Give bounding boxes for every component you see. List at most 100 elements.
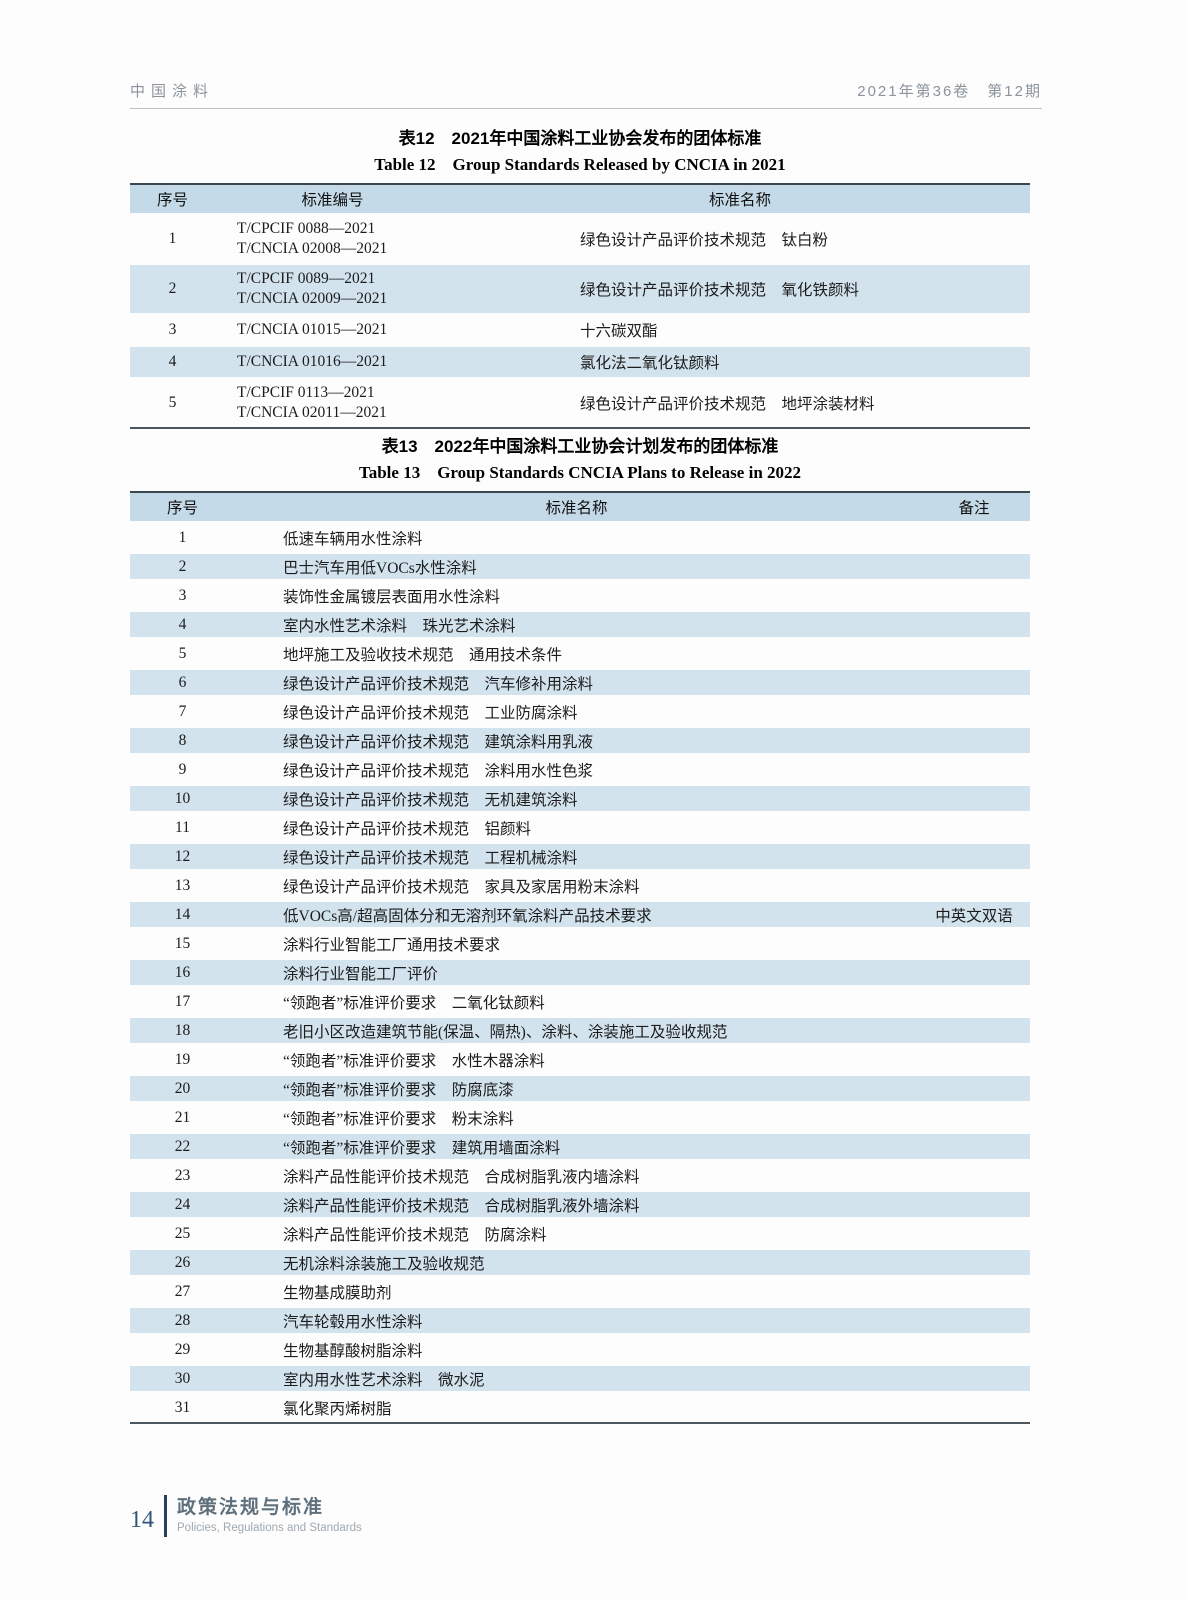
standard-name: 生物基醇酸树脂涂料 xyxy=(283,1342,423,1360)
standard-name: 室内用水性艺术涂料 微水泥 xyxy=(283,1371,485,1389)
table-row: 25 涂料产品性能评价技术规范 防腐涂料 xyxy=(130,1219,1030,1248)
table13-header-row: 序号 标准名称 备注 xyxy=(130,493,1030,521)
standard-name: 绿色设计产品评价技术规范 钛白粉 xyxy=(580,232,829,249)
standard-name: 汽车轮毂用水性涂料 xyxy=(283,1313,423,1331)
row-index: 24 xyxy=(174,1195,191,1213)
table12: 序号 标准编号 标准名称 1 T/CPCIF 0088—2021 T/CNCIA 0… xyxy=(130,183,1030,429)
table-row: 14 低VOCs高/超高固体分和无溶剂环氧涂料产品技术要求 中英文双语 xyxy=(130,900,1030,929)
row-index: 5 xyxy=(168,394,177,411)
row-index: 7 xyxy=(178,702,187,720)
column-header-code: 标准编号 xyxy=(301,192,364,209)
row-index: 6 xyxy=(178,673,187,691)
standard-name: 低VOCs高/超高固体分和无溶剂环氧涂料产品技术要求 xyxy=(283,907,652,925)
table-row: 21 “领跑者”标准评价要求 粉末涂料 xyxy=(130,1103,1030,1132)
table12-title-en: Table 12 Group Standards Released by CNC… xyxy=(374,155,786,174)
standard-name: “领跑者”标准评价要求 二氧化钛颜料 xyxy=(283,994,545,1012)
table-row: 13 绿色设计产品评价技术规范 家具及家居用粉末涂料 xyxy=(130,871,1030,900)
standard-name: 绿色设计产品评价技术规范 无机建筑涂料 xyxy=(283,791,578,809)
section-title-en: Policies, Regulations and Standards xyxy=(177,1522,362,1534)
table-row: 23 涂料产品性能评价技术规范 合成树脂乳液内墙涂料 xyxy=(130,1161,1030,1190)
table-row: 2 巴士汽车用低VOCs水性涂料 xyxy=(130,552,1030,581)
standard-name: 绿色设计产品评价技术规范 地坪涂装材料 xyxy=(580,396,875,413)
table12-body: 1 T/CPCIF 0088—2021 T/CNCIA 02008—2021 绿色设计… xyxy=(130,215,1030,427)
issue-info: 2021年第36卷 第12期 xyxy=(857,83,1042,100)
row-note: 中英文双语 xyxy=(935,907,1013,925)
standard-name: 涂料行业智能工厂通用技术要求 xyxy=(283,936,501,954)
row-index: 1 xyxy=(178,528,187,546)
row-index: 8 xyxy=(178,731,187,749)
row-index: 12 xyxy=(174,847,191,865)
row-index: 2 xyxy=(168,280,177,297)
table12-title: 表12 2021年中国涂料工业协会发布的团体标准 Table 12 Group … xyxy=(130,126,1030,178)
row-index: 22 xyxy=(174,1137,191,1155)
standard-name: 绿色设计产品评价技术规范 工业防腐涂料 xyxy=(283,704,578,722)
standard-name: 无机涂料涂装施工及验收规范 xyxy=(283,1255,485,1273)
standard-name: 地坪施工及验收技术规范 通用技术条件 xyxy=(283,646,563,664)
table13-body: 1 低速车辆用水性涂料 2 巴士汽车用低VOCs水性涂料 3 装饰性金属镀层表面用水性涂料… xyxy=(130,523,1030,1422)
table-row: 15 涂料行业智能工厂通用技术要求 xyxy=(130,929,1030,958)
table-row: 6 绿色设计产品评价技术规范 汽车修补用涂料 xyxy=(130,668,1030,697)
row-index: 4 xyxy=(168,353,177,370)
standard-code: T/CPCIF 0088—2021 T/CNCIA 02008—2021 xyxy=(237,220,388,257)
row-index: 28 xyxy=(174,1311,191,1329)
table-row: 19 “领跑者”标准评价要求 水性木器涂料 xyxy=(130,1045,1030,1074)
table13-title-en: Table 13 Group Standards CNCIA Plans to … xyxy=(358,463,802,482)
table-row: 10 绿色设计产品评价技术规范 无机建筑涂料 xyxy=(130,784,1030,813)
standard-name: 绿色设计产品评价技术规范 建筑涂料用乳液 xyxy=(283,733,594,751)
table-row: 26 无机涂料涂装施工及验收规范 xyxy=(130,1248,1030,1277)
column-header-note: 备注 xyxy=(958,500,990,517)
table-row: 30 室内用水性艺术涂料 微水泥 xyxy=(130,1364,1030,1393)
column-header-index: 序号 xyxy=(166,500,198,517)
table-row: 20 “领跑者”标准评价要求 防腐底漆 xyxy=(130,1074,1030,1103)
standard-name: 绿色设计产品评价技术规范 工程机械涂料 xyxy=(283,849,578,867)
standard-name: “领跑者”标准评价要求 粉末涂料 xyxy=(283,1110,514,1128)
standard-name: 老旧小区改造建筑节能(保温、隔热)、涂料、涂装施工及验收规范 xyxy=(283,1023,728,1041)
standard-name: “领跑者”标准评价要求 水性木器涂料 xyxy=(283,1052,545,1070)
table-row: 22 “领跑者”标准评价要求 建筑用墙面涂料 xyxy=(130,1132,1030,1161)
running-head: 中国涂料 2021年第36卷 第12期 xyxy=(130,80,1042,109)
row-index: 13 xyxy=(174,876,191,894)
row-index: 29 xyxy=(174,1340,191,1358)
table-row: 29 生物基醇酸树脂涂料 xyxy=(130,1335,1030,1364)
row-index: 30 xyxy=(174,1369,191,1387)
standard-name: 绿色设计产品评价技术规范 汽车修补用涂料 xyxy=(283,675,594,693)
row-index: 9 xyxy=(178,760,187,778)
row-index: 11 xyxy=(175,818,190,836)
standard-code: T/CNCIA 01016—2021 xyxy=(237,353,388,370)
standard-name: 室内水性艺术涂料 珠光艺术涂料 xyxy=(283,617,516,635)
row-index: 3 xyxy=(178,586,187,604)
table-row: 16 涂料行业智能工厂评价 xyxy=(130,958,1030,987)
row-index: 10 xyxy=(174,789,191,807)
row-index: 2 xyxy=(178,557,187,575)
row-index: 27 xyxy=(174,1282,191,1300)
row-index: 20 xyxy=(174,1079,191,1097)
page-footer: 14 政策法规与标准 Policies, Regulations and Sta… xyxy=(130,1495,362,1537)
column-header-name: 标准名称 xyxy=(708,192,771,209)
table-row: 3 装饰性金属镀层表面用水性涂料 xyxy=(130,581,1030,610)
standard-name: “领跑者”标准评价要求 防腐底漆 xyxy=(283,1081,514,1099)
standard-name: 绿色设计产品评价技术规范 涂料用水性色浆 xyxy=(283,762,594,780)
standard-code: T/CPCIF 0113—2021 T/CNCIA 02011—2021 xyxy=(237,384,387,421)
table12-title-zh: 表12 2021年中国涂料工业协会发布的团体标准 xyxy=(398,129,762,148)
row-index: 17 xyxy=(174,992,191,1010)
standard-name: 十六碳双酯 xyxy=(580,323,658,340)
row-index: 4 xyxy=(178,615,187,633)
row-index: 26 xyxy=(174,1253,191,1271)
journal-name: 中国涂料 xyxy=(130,83,215,100)
row-index: 21 xyxy=(174,1108,191,1126)
column-header-name: 标准名称 xyxy=(545,500,608,517)
footer-accent-bar xyxy=(164,1495,167,1537)
standard-name: 生物基成膜助剂 xyxy=(283,1284,392,1302)
table-row: 28 汽车轮毂用水性涂料 xyxy=(130,1306,1030,1335)
table-row: 11 绿色设计产品评价技术规范 铝颜料 xyxy=(130,813,1030,842)
table-row: 4 T/CNCIA 01016—2021 氯化法二氧化钛颜料 xyxy=(130,345,1030,379)
table-row: 9 绿色设计产品评价技术规范 涂料用水性色浆 xyxy=(130,755,1030,784)
standard-code: T/CNCIA 01015—2021 xyxy=(237,321,388,338)
row-index: 5 xyxy=(178,644,187,662)
table-row: 24 涂料产品性能评价技术规范 合成树脂乳液外墙涂料 xyxy=(130,1190,1030,1219)
table-row: 1 低速车辆用水性涂料 xyxy=(130,523,1030,552)
table-row: 12 绿色设计产品评价技术规范 工程机械涂料 xyxy=(130,842,1030,871)
standard-name: 涂料产品性能评价技术规范 合成树脂乳液内墙涂料 xyxy=(283,1168,640,1186)
table-row: 7 绿色设计产品评价技术规范 工业防腐涂料 xyxy=(130,697,1030,726)
